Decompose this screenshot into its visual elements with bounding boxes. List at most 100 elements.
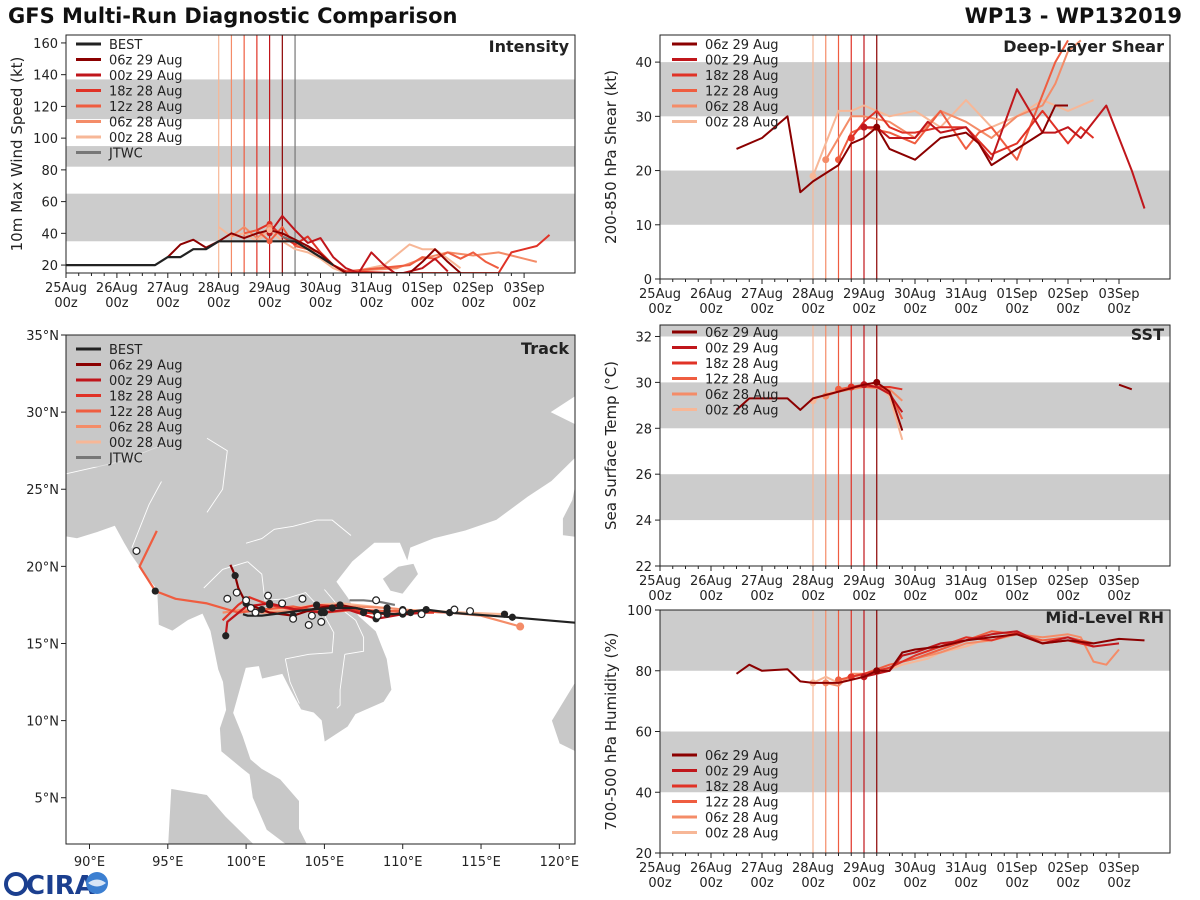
track-point: [508, 613, 516, 621]
track-point: [222, 632, 230, 640]
x-tick-label: 26Aug: [96, 281, 138, 296]
logo-text: CIRA: [26, 871, 95, 900]
x-tick-label: 28Aug: [792, 574, 834, 589]
init-point: [822, 156, 830, 164]
track-open-point: [466, 607, 475, 616]
track-open-point: [251, 608, 260, 617]
lon-label: 120°E: [540, 855, 580, 870]
track-point: [422, 605, 430, 614]
track-point: [406, 609, 415, 617]
x-tick-label: 00z: [1056, 589, 1080, 604]
init-point: [847, 134, 855, 142]
track-open-point: [304, 620, 313, 629]
x-tick-label: 27Aug: [741, 574, 783, 589]
series-line: [735, 381, 904, 431]
x-tick-label: 00z: [852, 876, 876, 891]
legend-label: 00z 28 Aug: [109, 436, 183, 451]
x-tick-label: 00z: [1107, 302, 1131, 317]
init-point: [266, 238, 273, 245]
x-tick-label: 00z: [207, 296, 231, 311]
track-point: [266, 599, 274, 607]
x-tick-label: 00z: [750, 589, 774, 604]
x-tick-label: 00z: [852, 589, 876, 604]
legend-label: 00z 28 Aug: [705, 116, 779, 131]
track-point: [516, 622, 525, 631]
x-tick-label: 26Aug: [690, 861, 732, 876]
init-point: [873, 123, 881, 131]
legend-label: 06z 29 Aug: [109, 359, 183, 374]
cira-logo: CIRA: [4, 871, 108, 900]
x-tick-label: 00z: [648, 876, 672, 891]
x-tick-label: 30Aug: [894, 574, 936, 589]
country-border: [206, 437, 228, 513]
legend-label: 00z 29 Aug: [109, 374, 183, 389]
series-group: [735, 630, 1145, 687]
x-tick-label: 00z: [512, 296, 536, 311]
legend-label: 00z 28 Aug: [705, 827, 779, 842]
init-point: [809, 172, 817, 180]
legend-label: 06z 29 Aug: [705, 749, 779, 764]
series-line: [864, 88, 1146, 209]
threshold-band: [660, 325, 1170, 337]
x-tick-label: 25Aug: [639, 574, 681, 589]
y-tick-label: 28: [635, 422, 652, 437]
track-map: 5°N 10°N 15°N 20°N 25°N 30°N 35°N 90°E 95°E 100°E…: [26, 329, 580, 870]
lon-label: 90°E: [74, 855, 105, 870]
track-open-point: [307, 611, 316, 620]
y-tick-label: 40: [41, 227, 58, 242]
track-open-point: [289, 614, 298, 623]
x-tick-label: 00z: [903, 302, 927, 317]
page-title: GFS Multi-Run Diagnostic Comparison: [8, 4, 458, 28]
init-point: [873, 667, 881, 675]
x-tick-label: 00z: [801, 302, 825, 317]
legend-box: [70, 339, 190, 467]
x-tick-label: 27Aug: [741, 287, 783, 302]
x-tick-label: 00z: [1056, 876, 1080, 891]
x-tick-label: 00z: [801, 589, 825, 604]
y-tick-label: 24: [635, 514, 652, 529]
legend-label: 06z 28 Aug: [705, 100, 779, 115]
x-tick-label: 00z: [1005, 302, 1029, 317]
series-line: [863, 383, 904, 413]
panel-title: Intensity: [489, 37, 570, 56]
series-line: [66, 240, 334, 267]
x-tick-label: 00z: [105, 296, 129, 311]
track-open-point: [223, 594, 232, 603]
x-tick-label: 26Aug: [690, 574, 732, 589]
lat-label: 30°N: [26, 406, 59, 421]
x-tick-label: 31Aug: [945, 861, 987, 876]
track-open-point: [246, 604, 255, 613]
x-tick-label: 02Sep: [1047, 861, 1088, 876]
x-tick-label: 03Sep: [1098, 574, 1139, 589]
country-border: [336, 654, 346, 709]
legend-label: 18z 28 Aug: [705, 69, 779, 84]
x-tick-label: 00z: [648, 589, 672, 604]
track-open-point: [264, 591, 273, 600]
x-tick-label: 30Aug: [300, 281, 342, 296]
x-tick-label: 30Aug: [894, 287, 936, 302]
landmass: [381, 562, 419, 595]
x-tick-label: 29Aug: [843, 574, 885, 589]
legend-label: 18z 28 Aug: [705, 780, 779, 795]
series-group: [736, 39, 1146, 209]
y-axis-label: Sea Surface Temp (°C): [602, 361, 620, 530]
lat-label: 20°N: [26, 560, 59, 575]
x-tick-label: 00z: [1107, 589, 1131, 604]
y-tick-label: 60: [635, 726, 652, 741]
track-open-point: [417, 610, 426, 619]
panel-title: Track: [521, 339, 569, 358]
lat-label: 15°N: [26, 637, 59, 652]
y-axis-label: 10m Max Wind Speed (kt): [8, 57, 26, 252]
series-line: [735, 633, 1145, 684]
x-tick-label: 01Sep: [996, 861, 1037, 876]
track-open-point: [132, 546, 141, 555]
track-point: [336, 601, 344, 609]
series-line: [167, 229, 462, 273]
x-tick-label: 01Sep: [402, 281, 443, 296]
x-tick-label: 00z: [1107, 876, 1131, 891]
x-tick-label: 25Aug: [45, 281, 87, 296]
country-border: [203, 561, 248, 589]
legend-label: JTWC: [108, 147, 143, 162]
country-border: [284, 658, 300, 704]
track-point: [258, 605, 266, 614]
